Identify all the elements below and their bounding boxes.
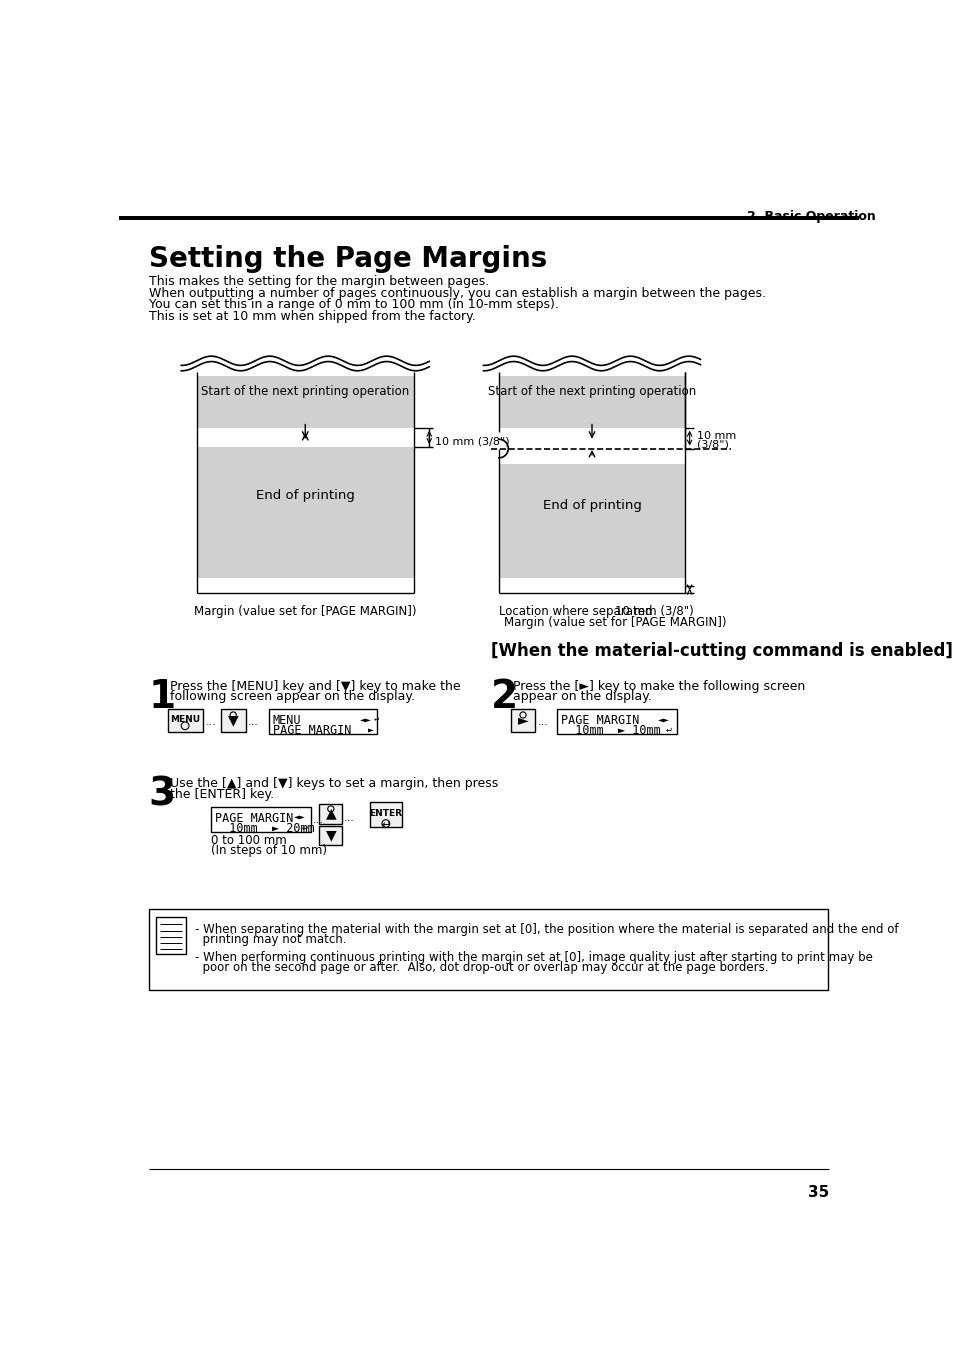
Text: ···: ··· — [205, 720, 216, 731]
Text: ►: ► — [368, 724, 374, 734]
Bar — [269, 709, 377, 734]
Text: ►: ► — [517, 713, 528, 727]
Text: 10mm  ► 20mm: 10mm ► 20mm — [214, 821, 314, 835]
Text: ···: ··· — [313, 819, 323, 828]
Text: ▼: ▼ — [325, 828, 335, 842]
Text: MENU: MENU — [170, 715, 200, 724]
Text: Setting the Page Margins: Setting the Page Margins — [149, 246, 546, 273]
Text: (3/8"): (3/8") — [697, 439, 728, 450]
Text: Use the [▲] and [▼] keys to set a margin, then press: Use the [▲] and [▼] keys to set a margin… — [171, 777, 498, 790]
Text: 2: 2 — [491, 678, 517, 716]
Bar — [168, 709, 203, 732]
Text: PAGE MARGIN: PAGE MARGIN — [214, 812, 293, 825]
Text: [When the material-cutting command is enabled]: [When the material-cutting command is en… — [491, 642, 952, 659]
Bar — [220, 709, 245, 732]
Bar — [498, 376, 684, 428]
Text: 2  Basic Operation: 2 Basic Operation — [746, 209, 875, 223]
Text: Press the [►] key to make the following screen: Press the [►] key to make the following … — [513, 680, 804, 693]
Bar — [196, 447, 414, 578]
Text: - When separating the material with the margin set at [0], the position where th: - When separating the material with the … — [195, 923, 898, 936]
Text: appear on the display.: appear on the display. — [513, 690, 651, 704]
Text: ↵: ↵ — [302, 821, 308, 832]
Bar — [156, 917, 186, 954]
Bar — [557, 709, 677, 734]
Text: 3: 3 — [149, 775, 175, 813]
Bar — [369, 802, 402, 827]
Text: End of printing: End of printing — [255, 489, 355, 503]
Text: 10 mm (3/8"): 10 mm (3/8") — [435, 436, 510, 446]
Text: 10mm  ► 10mm: 10mm ► 10mm — [560, 724, 660, 738]
Bar — [319, 804, 342, 824]
Bar — [149, 909, 827, 990]
Text: following screen appear on the display.: following screen appear on the display. — [171, 690, 415, 704]
Text: End of printing: End of printing — [542, 499, 640, 512]
Bar — [498, 463, 684, 578]
Text: Margin (value set for [PAGE MARGIN]): Margin (value set for [PAGE MARGIN]) — [193, 605, 416, 617]
Text: Press the [MENU] key and [▼] key to make the: Press the [MENU] key and [▼] key to make… — [171, 680, 460, 693]
Bar — [510, 709, 535, 732]
Text: ···: ··· — [248, 720, 258, 731]
Text: Start of the next printing operation: Start of the next printing operation — [201, 385, 409, 399]
Text: ↵: ↵ — [374, 715, 379, 723]
Text: This makes the setting for the margin between pages.: This makes the setting for the margin be… — [149, 276, 489, 288]
Text: When outputting a number of pages continuously, you can establish a margin betwe: When outputting a number of pages contin… — [149, 286, 765, 300]
Text: This is set at 10 mm when shipped from the factory.: This is set at 10 mm when shipped from t… — [149, 309, 475, 323]
Text: ◄►: ◄► — [294, 812, 306, 821]
Text: 1: 1 — [149, 678, 175, 716]
Text: PAGE MARGIN: PAGE MARGIN — [273, 724, 351, 738]
Text: You can set this in a range of 0 mm to 100 mm (in 10-mm steps).: You can set this in a range of 0 mm to 1… — [149, 299, 558, 312]
Text: Location where separated: Location where separated — [498, 605, 652, 617]
Text: (In steps of 10 mm): (In steps of 10 mm) — [211, 844, 326, 858]
Text: - When performing continuous printing with the margin set at [0], image quality : - When performing continuous printing wi… — [195, 951, 872, 965]
Bar — [119, 216, 858, 220]
Text: poor on the second page or after.  Also, dot drop-out or overlap may occur at th: poor on the second page or after. Also, … — [195, 962, 768, 974]
Text: 35: 35 — [807, 1185, 828, 1200]
Text: 0 to 100 mm: 0 to 100 mm — [211, 835, 286, 847]
Text: Start of the next printing operation: Start of the next printing operation — [487, 385, 696, 399]
Text: 10 mm: 10 mm — [697, 431, 736, 440]
Bar — [196, 376, 414, 428]
Text: ◄►: ◄► — [658, 715, 669, 724]
Text: Margin (value set for [PAGE MARGIN]): Margin (value set for [PAGE MARGIN]) — [503, 616, 726, 630]
Text: MENU: MENU — [273, 715, 301, 727]
Text: ▼: ▼ — [228, 713, 238, 727]
Text: ···: ··· — [537, 720, 548, 731]
Text: the [ENTER] key.: the [ENTER] key. — [171, 788, 274, 801]
Bar — [211, 807, 311, 832]
Text: ◄►: ◄► — [360, 715, 372, 724]
Bar — [319, 825, 342, 846]
Text: ···: ··· — [344, 816, 355, 825]
Text: 10 mm (3/8"): 10 mm (3/8") — [615, 605, 693, 617]
Text: ↵: ↵ — [665, 724, 671, 734]
Text: ↵: ↵ — [381, 820, 390, 830]
Text: printing may not match.: printing may not match. — [195, 934, 346, 946]
Text: ▲: ▲ — [325, 807, 335, 820]
Text: ENTER: ENTER — [369, 809, 402, 817]
Text: PAGE MARGIN: PAGE MARGIN — [560, 715, 639, 727]
